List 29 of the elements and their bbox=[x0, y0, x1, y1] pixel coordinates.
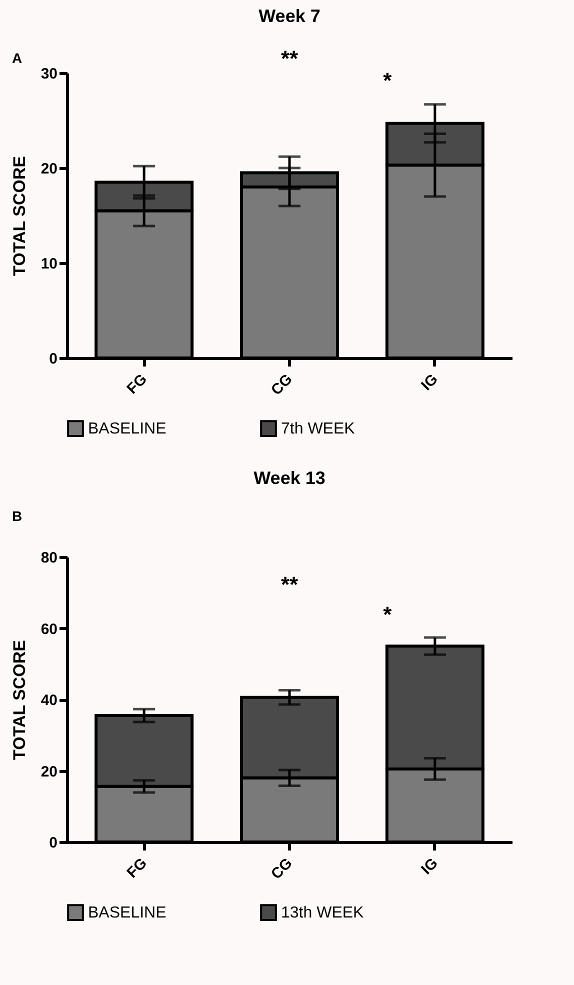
chart-title: Week 13 bbox=[254, 468, 326, 488]
y-tick-label: 0 bbox=[49, 350, 58, 368]
x-tick-label: IG bbox=[418, 854, 442, 878]
x-tick-label: CG bbox=[268, 370, 296, 399]
y-tick-label: 20 bbox=[40, 763, 58, 780]
x-tick-label: FG bbox=[124, 854, 150, 882]
x-tick-label: FG bbox=[124, 370, 150, 398]
text: ** bbox=[280, 46, 298, 71]
text: B bbox=[12, 508, 22, 524]
y-tick-label: 60 bbox=[40, 620, 58, 638]
x-tick-label: IG bbox=[418, 370, 442, 394]
y-tick-label: 0 bbox=[49, 834, 58, 852]
annotation: * bbox=[383, 602, 392, 627]
y-tick-label: 80 bbox=[40, 550, 58, 566]
legend-label: 13th WEEK bbox=[281, 904, 364, 922]
y-tick-label: 30 bbox=[40, 66, 58, 82]
legend-label: BASELINE bbox=[88, 420, 166, 438]
y-tick-label: 20 bbox=[40, 160, 58, 178]
y-tick-label: 10 bbox=[40, 256, 58, 272]
y-axis-title: TOTAL SCORE bbox=[10, 640, 29, 760]
y-tick-label: 40 bbox=[40, 692, 58, 709]
y-axis-title: TOTAL SCORE bbox=[10, 156, 29, 276]
x-tick-label: CG bbox=[268, 854, 296, 883]
annotation: ** bbox=[280, 572, 298, 597]
annotation: * bbox=[383, 68, 392, 93]
legend-label: 7th WEEK bbox=[281, 420, 356, 438]
legend-label: BASELINE bbox=[88, 904, 166, 922]
text: A bbox=[12, 50, 22, 66]
chart-title: Week 7 bbox=[258, 6, 320, 26]
